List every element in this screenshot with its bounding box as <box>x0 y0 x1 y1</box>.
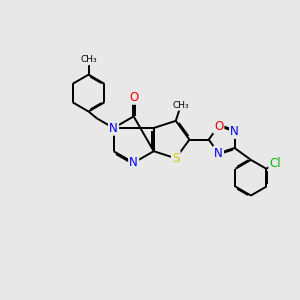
Text: S: S <box>172 152 179 165</box>
Text: O: O <box>214 119 223 133</box>
Text: O: O <box>129 91 138 103</box>
Text: N: N <box>214 147 223 160</box>
Text: N: N <box>230 125 239 138</box>
Text: N: N <box>129 156 138 169</box>
Text: CH₃: CH₃ <box>172 101 189 110</box>
Text: CH₃: CH₃ <box>80 55 97 64</box>
Text: N: N <box>109 122 118 134</box>
Text: Cl: Cl <box>269 157 281 170</box>
